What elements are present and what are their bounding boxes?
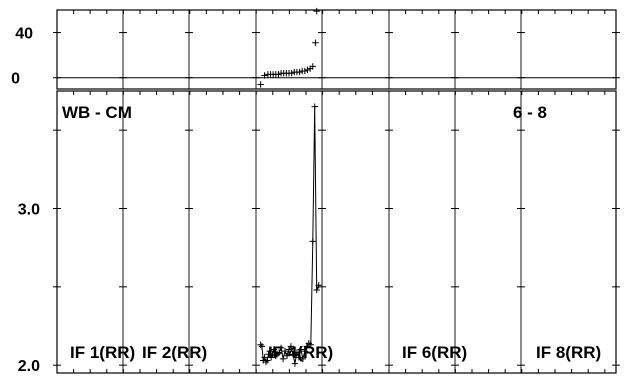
top-data-point — [301, 67, 309, 75]
bottom-data-point — [313, 286, 320, 294]
bottom-ytick-label-2: 2.0 — [18, 358, 40, 375]
bottom-data-point — [261, 354, 268, 361]
bottom-data-point — [283, 352, 291, 359]
top-data-point — [261, 72, 268, 79]
tick-marks — [53, 10, 620, 373]
bottom-data-point — [301, 347, 309, 355]
top-ytick-label-40: 40 — [15, 26, 33, 43]
bottom-data-point — [287, 343, 295, 350]
panel-label-if4: IF 4(RR) — [268, 343, 333, 362]
top-data-point — [312, 39, 319, 46]
bottom-data-point — [277, 344, 285, 352]
bottom-data-point — [257, 341, 264, 348]
bottom-data-point — [267, 354, 275, 361]
bottom-data-point — [266, 347, 274, 355]
top-data-point — [288, 70, 295, 77]
top-panel-frame — [56, 9, 617, 90]
bottom-data-point — [289, 351, 297, 358]
bottom-data-point — [262, 358, 270, 366]
bottom-ytick-label-3: 3.0 — [18, 202, 40, 219]
panel-label-if6: IF 6(RR) — [402, 343, 467, 362]
top-data-point — [313, 7, 320, 15]
bottom-data-point — [270, 346, 278, 353]
bottom-data-point — [295, 354, 303, 361]
panel-label-if2: IF 2(RR) — [142, 343, 207, 362]
panel-divider-lines — [57, 10, 616, 373]
bottom-data-point — [272, 352, 279, 359]
bottom-data-point — [291, 360, 299, 367]
bottom-data-point — [315, 282, 322, 289]
bottom-data-point — [258, 343, 266, 350]
bottom-data-point — [297, 346, 305, 353]
bottom-data-point — [281, 347, 289, 355]
panel-label-if1: IF 1(RR) — [70, 343, 135, 362]
top-data-point — [304, 66, 311, 74]
baseline-annotation: WB - CM — [62, 103, 132, 122]
bottom-data-point — [275, 349, 283, 356]
bottom-data-point — [299, 355, 307, 363]
channel-range-annotation: 6 - 8 — [513, 103, 547, 122]
top-data-point — [309, 63, 316, 70]
top-data-point — [275, 71, 282, 78]
bottom-panel-frame — [56, 90, 617, 374]
bottom-data-point — [279, 355, 287, 363]
data-markers — [257, 7, 322, 367]
bottom-data-point — [307, 341, 314, 348]
bottom-series-line — [260, 106, 320, 364]
top-ytick-label-0: 0 — [11, 71, 20, 88]
chart-frames — [56, 9, 617, 374]
bottom-data-point — [293, 349, 301, 356]
bottom-data-point — [264, 357, 271, 364]
top-data-point — [257, 81, 264, 88]
top-data-point — [296, 68, 303, 76]
bottom-data-point — [309, 238, 316, 245]
bottom-data-point — [311, 103, 318, 110]
panel-label-if8: IF 8(RR) — [536, 343, 601, 362]
